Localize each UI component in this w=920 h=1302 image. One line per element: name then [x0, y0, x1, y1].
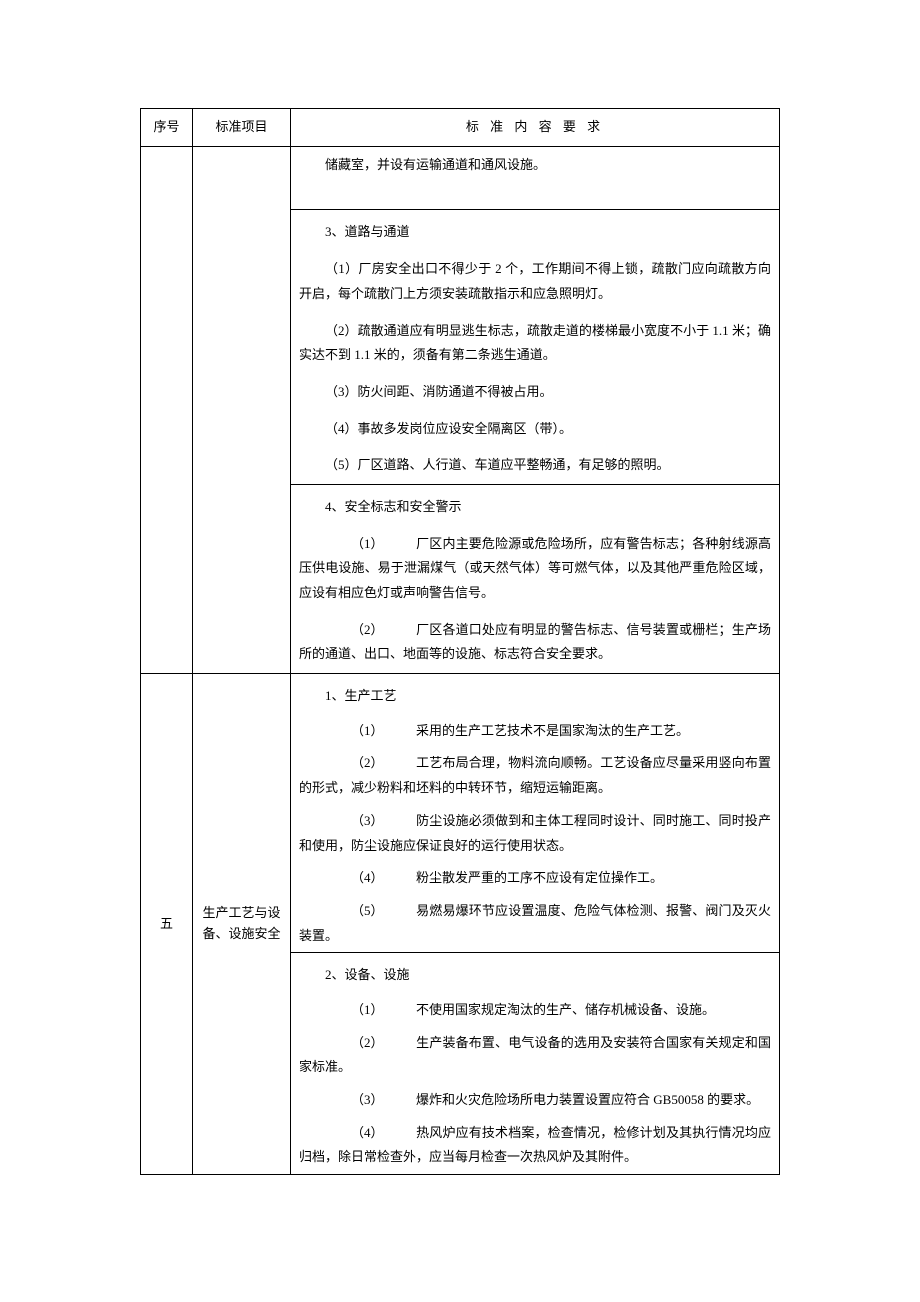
section-title: 2、设备、设施: [291, 953, 779, 994]
item-number: （2）: [325, 1031, 384, 1056]
table-row: 五 生产工艺与设备、设施安全 1、生产工艺 （1） 采用的生产工艺技术不是国家淘汰…: [141, 674, 780, 1175]
item-text: 粉尘散发严重的工序不应设有定位操作工。: [416, 870, 663, 885]
cell-item: 生产工艺与设备、设施安全: [193, 674, 291, 1175]
header-item: 标准项目: [193, 109, 291, 147]
content-para: （4）事故多发岗位应设安全隔离区（带）。: [291, 411, 779, 448]
item-number: （1）: [325, 719, 384, 744]
content-numbered: （5）易燃易爆环节应设置温度、危险气体检测、报警、阀门及灭火装置。: [291, 895, 779, 952]
standards-table: 序号 标准项目 标 准 内 容 要 求 储藏室，并设有运输通道和通风设施。 3、…: [140, 108, 780, 1175]
cell-content: 1、生产工艺 （1） 采用的生产工艺技术不是国家淘汰的生产工艺。 （2）工艺布局合…: [291, 674, 780, 1175]
item-number: （2）: [325, 751, 384, 776]
content-numbered: （4）热风炉应有技术档案，检查情况，检修计划及其执行情况均应归档，除日常检查外，…: [291, 1117, 779, 1174]
cell-seq: [141, 146, 193, 673]
table-header-row: 序号 标准项目 标 准 内 容 要 求: [141, 109, 780, 147]
item-number: （2）: [325, 618, 384, 643]
cell-seq: 五: [141, 674, 193, 1175]
section-title: 3、道路与通道: [291, 210, 779, 251]
item-number: （3）: [325, 1088, 384, 1113]
section-title: 1、生产工艺: [291, 674, 779, 715]
content-numbered: （2）生产装备布置、电气设备的选用及安装符合国家有关规定和国家标准。: [291, 1027, 779, 1084]
item-text: 爆炸和火灾危险场所电力装置设置应符合 GB50058 的要求。: [416, 1092, 759, 1107]
item-number: （4）: [325, 1121, 384, 1146]
header-seq: 序号: [141, 109, 193, 147]
cell-item: [193, 146, 291, 673]
table-row: 储藏室，并设有运输通道和通风设施。 3、道路与通道 （1）厂房安全出口不得少于 …: [141, 146, 780, 673]
item-number: （3）: [325, 809, 384, 834]
content-para: （1）厂房安全出口不得少于 2 个，工作期间不得上锁，疏散门应向疏散方向开启，每…: [291, 251, 779, 312]
content-para: （5）厂区道路、人行道、车道应平整畅通，有足够的照明。: [291, 447, 779, 484]
section-title: 4、安全标志和安全警示: [291, 485, 779, 526]
content-numbered: （1） 不使用国家规定淘汰的生产、储存机械设备、设施。: [291, 994, 779, 1027]
item-text: 不使用国家规定淘汰的生产、储存机械设备、设施。: [416, 1002, 715, 1017]
item-number: （4）: [325, 866, 384, 891]
content-numbered: （1） 采用的生产工艺技术不是国家淘汰的生产工艺。: [291, 715, 779, 748]
item-number: （1）: [325, 532, 384, 557]
content-para: （2）疏散通道应有明显逃生标志，疏散走道的楼梯最小宽度不小于 1.1 米；确实达…: [291, 313, 779, 374]
content-numbered: （2）厂区各道口处应有明显的警告标志、信号装置或栅栏；生产场所的通道、出口、地面…: [291, 612, 779, 673]
item-number: （5）: [325, 899, 384, 924]
content-numbered: （1）厂区内主要危险源或危险场所，应有警告标志；各种射线源高压供电设施、易于泄漏…: [291, 526, 779, 612]
content-spacer: [291, 183, 779, 209]
content-numbered: （3） 爆炸和火灾危险场所电力装置设置应符合 GB50058 的要求。: [291, 1084, 779, 1117]
content-numbered: （3）防尘设施必须做到和主体工程同时设计、同时施工、同时投产和使用，防尘设施应保…: [291, 805, 779, 862]
item-number: （1）: [325, 998, 384, 1023]
content-numbered: （2）工艺布局合理，物料流向顺畅。工艺设备应尽量采用竖向布置的形式，减少粉料和坯…: [291, 747, 779, 804]
header-content: 标 准 内 容 要 求: [291, 109, 780, 147]
content-numbered: （4） 粉尘散发严重的工序不应设有定位操作工。: [291, 862, 779, 895]
item-text: 采用的生产工艺技术不是国家淘汰的生产工艺。: [416, 723, 689, 738]
cell-content: 储藏室，并设有运输通道和通风设施。 3、道路与通道 （1）厂房安全出口不得少于 …: [291, 146, 780, 673]
content-para: （3）防火间距、消防通道不得被占用。: [291, 374, 779, 411]
content-para: 储藏室，并设有运输通道和通风设施。: [291, 147, 779, 184]
